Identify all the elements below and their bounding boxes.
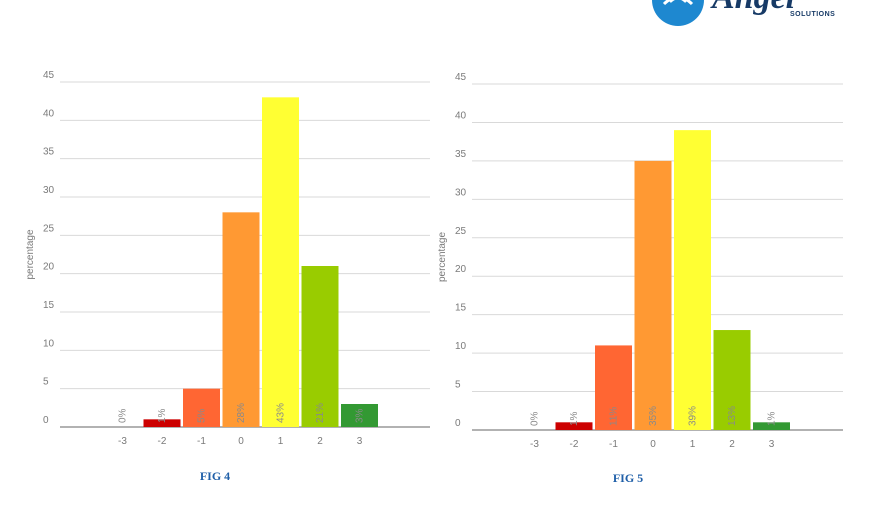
x-tick-label: 3 [769,439,775,450]
bar [713,330,751,430]
data-label: 13% [727,406,738,426]
logo-mark-swirl [662,0,694,6]
chart-1: 051015202530354045percentage0%-31%-25%-1… [25,70,430,483]
bar [262,97,299,427]
logo-subtitle: SOLUTIONS [790,11,835,18]
y-tick-label: 45 [455,72,467,83]
y-tick-label: 5 [43,377,49,388]
x-tick-label: 1 [278,436,284,447]
data-label: 21% [315,403,326,423]
y-tick-label: 0 [455,418,461,429]
y-tick-label: 25 [43,223,55,234]
y-tick-label: 0 [43,415,49,426]
data-label: 1% [767,411,778,426]
x-tick-label: -2 [570,439,579,450]
logo-wordmark: Angel [710,0,796,16]
x-tick-label: -1 [197,436,206,447]
y-tick-label: 40 [43,108,55,119]
x-tick-label: -2 [158,436,167,447]
x-tick-label: 2 [317,436,323,447]
x-tick-label: 1 [690,439,696,450]
x-tick-label: 2 [729,439,735,450]
x-tick-label: -3 [530,439,539,450]
data-label: 0% [118,408,129,423]
figure-caption: FIG 5 [613,471,643,485]
company-logo: Angel SOLUTIONS [652,0,835,26]
x-tick-label: -1 [609,439,618,450]
chart-2: 051015202530354045percentage0%-31%-211%-… [437,72,843,485]
data-label: 1% [157,408,168,423]
y-tick-label: 15 [43,300,55,311]
data-label: 3% [355,408,366,423]
data-label: 43% [276,403,287,423]
y-tick-label: 35 [43,147,55,158]
data-label: 39% [688,406,699,426]
bar [143,419,181,427]
y-tick-label: 10 [43,338,55,349]
bar [341,404,378,427]
bar [753,422,790,430]
y-tick-label: 10 [455,341,467,352]
y-tick-label: 30 [455,187,467,198]
logo-mark-icon [652,0,704,26]
bar [301,266,339,427]
data-label: 5% [197,408,208,423]
y-tick-label: 45 [43,70,55,81]
data-label: 28% [236,403,247,423]
bar [222,212,260,427]
logo-mark-swirl-inner [669,0,687,3]
bar [595,345,632,430]
y-tick-label: 25 [455,226,467,237]
x-tick-label: -3 [118,436,127,447]
y-tick-label: 5 [455,380,461,391]
y-axis-label: percentage [437,232,448,282]
bar [183,388,220,427]
bar [555,422,593,430]
data-label: 0% [530,411,541,426]
data-label: 1% [569,411,580,426]
y-tick-label: 40 [455,110,467,121]
y-tick-label: 20 [455,264,467,275]
bar [674,130,711,430]
x-tick-label: 3 [357,436,363,447]
y-tick-label: 15 [455,303,467,314]
figure-caption: FIG 4 [200,469,230,483]
data-label: 35% [648,406,659,426]
y-axis-label: percentage [25,229,36,279]
y-tick-label: 20 [43,262,55,273]
x-tick-label: 0 [650,439,656,450]
y-tick-label: 35 [455,149,467,160]
x-tick-label: 0 [238,436,244,447]
data-label: 11% [609,407,620,426]
y-tick-label: 30 [43,185,55,196]
bar [634,160,672,430]
